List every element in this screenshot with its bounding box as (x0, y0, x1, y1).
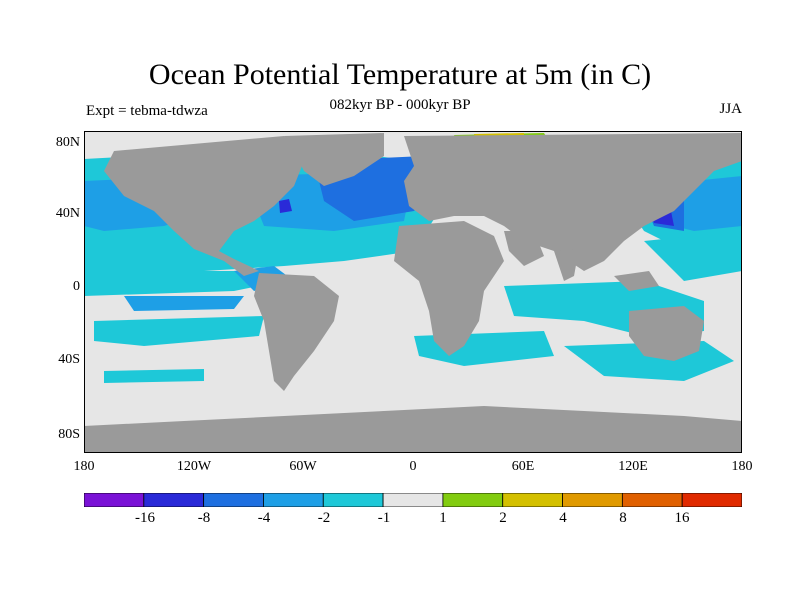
colorbar-label: 2 (499, 510, 507, 526)
lat-label-80s: 80S (58, 427, 80, 442)
colorbar-label: 1 (439, 510, 447, 526)
lon-label-60w: 60W (289, 459, 317, 474)
colorbar-segment (322, 493, 384, 507)
colorbar-label: -16 (135, 510, 155, 526)
colorbar-segment (681, 493, 742, 507)
colorbar-label: -1 (377, 510, 391, 526)
colorbar-segment (382, 493, 444, 507)
colorbar-label: 4 (559, 510, 567, 526)
colorbar-segment (562, 493, 623, 507)
lat-label-80n: 80N (55, 135, 80, 150)
lat-label-40n: 40N (55, 206, 80, 221)
chart-subtitle: 082kyr BP - 000kyr BP (329, 97, 471, 113)
colorbar-segment (143, 493, 205, 507)
colorbar-label: -2 (317, 510, 331, 526)
world-map (84, 131, 742, 453)
experiment-label: Expt = tebma-tdwza (86, 103, 208, 119)
colorbar-label: 8 (619, 510, 627, 526)
lon-label-60e: 60E (511, 459, 535, 474)
land-masses (84, 133, 742, 453)
chart-title: Ocean Potential Temperature at 5m (in C) (148, 58, 652, 91)
lon-label-0: 0 (409, 459, 417, 474)
colorbar-segment (203, 493, 264, 507)
colorbar-segment (84, 493, 145, 507)
colorbar-label: 16 (674, 510, 690, 526)
lon-label-180w: 180 (73, 459, 95, 474)
colorbar-label: -4 (257, 510, 271, 526)
lon-label-120w: 120W (176, 459, 212, 474)
colorbar-segment (263, 493, 324, 507)
lon-label-180e: 180 (731, 459, 753, 474)
colorbar-segment (442, 493, 504, 507)
lon-label-120e: 120E (618, 459, 648, 474)
colorbar-segment (502, 493, 563, 507)
lat-label-40s: 40S (58, 352, 80, 367)
colorbar-label: -8 (197, 510, 211, 526)
season-label: JJA (719, 101, 742, 117)
lat-label-0: 0 (73, 279, 80, 294)
map-frame (84, 131, 742, 453)
colorbar (84, 493, 742, 507)
colorbar-segment (621, 493, 683, 507)
